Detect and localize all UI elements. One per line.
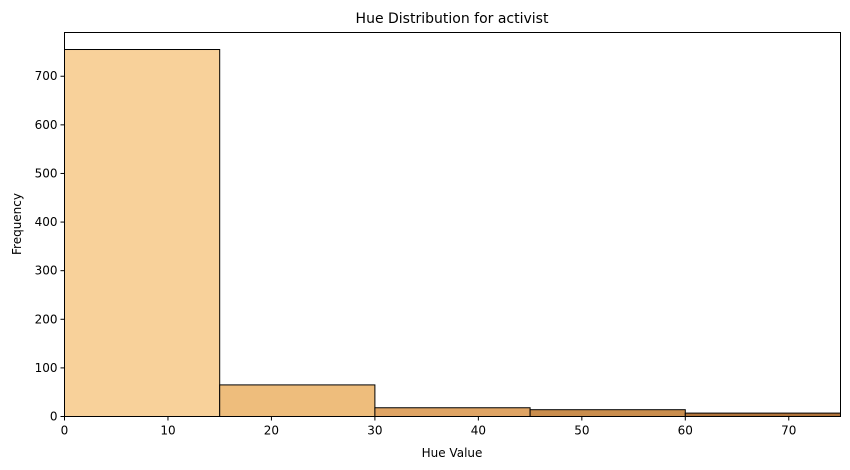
bars-group [64,49,841,418]
histogram-bar-2 [374,407,531,418]
y-axis-ticks: 0 100 200 300 400 500 600 700 [35,69,65,424]
x-tick-label-5: 50 [574,424,589,438]
x-tick-label-2: 20 [264,424,279,438]
histogram-bar-4 [684,412,841,418]
y-tick-label-6: 600 [35,118,58,132]
histogram-bar-0 [64,49,221,417]
y-tick-label-0: 0 [50,410,58,424]
plot-frame [64,32,841,417]
x-axis-label: Hue Value [422,446,483,460]
x-axis-ticks: 0 10 20 30 40 50 60 70 [61,416,796,438]
chart-title: Hue Distribution for activist [356,11,549,27]
y-tick-label-2: 200 [35,312,58,326]
x-tick-label-3: 30 [367,424,382,438]
histogram-bar-1 [219,384,376,417]
y-tick-label-1: 100 [35,361,58,375]
y-tick-label-4: 400 [35,215,58,229]
y-tick-label-3: 300 [35,264,58,278]
y-tick-label-5: 500 [35,166,58,180]
y-axis-label: Frequency [10,193,24,255]
histogram-bar-3 [529,409,686,418]
x-tick-label-1: 10 [160,424,175,438]
x-tick-label-0: 0 [61,424,69,438]
x-tick-label-4: 40 [471,424,486,438]
x-tick-label-7: 70 [781,424,796,438]
x-tick-label-6: 60 [678,424,693,438]
y-tick-label-7: 700 [35,69,58,83]
